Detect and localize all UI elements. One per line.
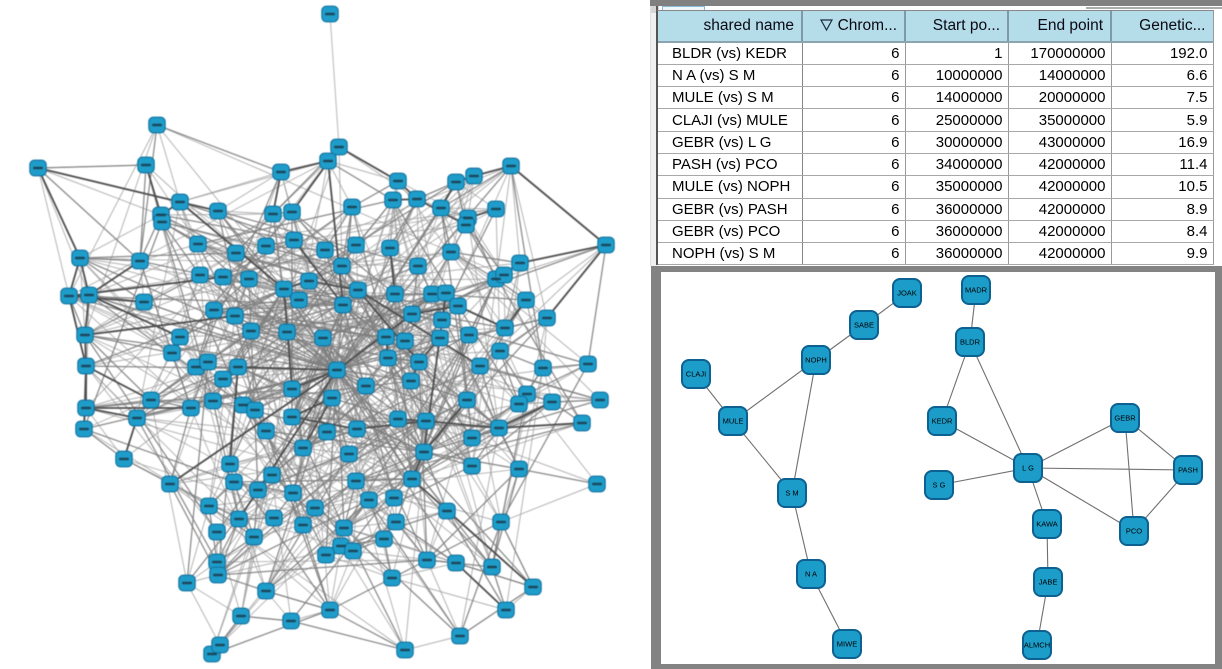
svg-text:JABE: JABE [1039, 578, 1058, 587]
svg-text:KAWA: KAWA [1036, 520, 1058, 529]
svg-text:N A: N A [805, 570, 817, 579]
svg-text:KEDR: KEDR [932, 417, 953, 426]
svg-text:ALMCH: ALMCH [1024, 641, 1050, 650]
svg-text:BLDR: BLDR [960, 338, 981, 347]
svg-text:CLAJI: CLAJI [686, 370, 706, 379]
svg-text:PCO: PCO [1126, 527, 1142, 536]
svg-text:MADR: MADR [965, 286, 988, 295]
svg-text:SABE: SABE [854, 321, 874, 330]
svg-text:L G: L G [1022, 464, 1034, 473]
svg-text:MULE: MULE [723, 417, 744, 426]
svg-text:S M: S M [785, 489, 798, 498]
svg-text:PASH: PASH [1178, 466, 1198, 475]
svg-text:MIWE: MIWE [837, 640, 857, 649]
svg-text:JOAK: JOAK [897, 289, 917, 298]
svg-text:GEBR: GEBR [1114, 414, 1136, 423]
svg-text:S G: S G [933, 481, 946, 490]
svg-text:NOPH: NOPH [805, 356, 827, 365]
